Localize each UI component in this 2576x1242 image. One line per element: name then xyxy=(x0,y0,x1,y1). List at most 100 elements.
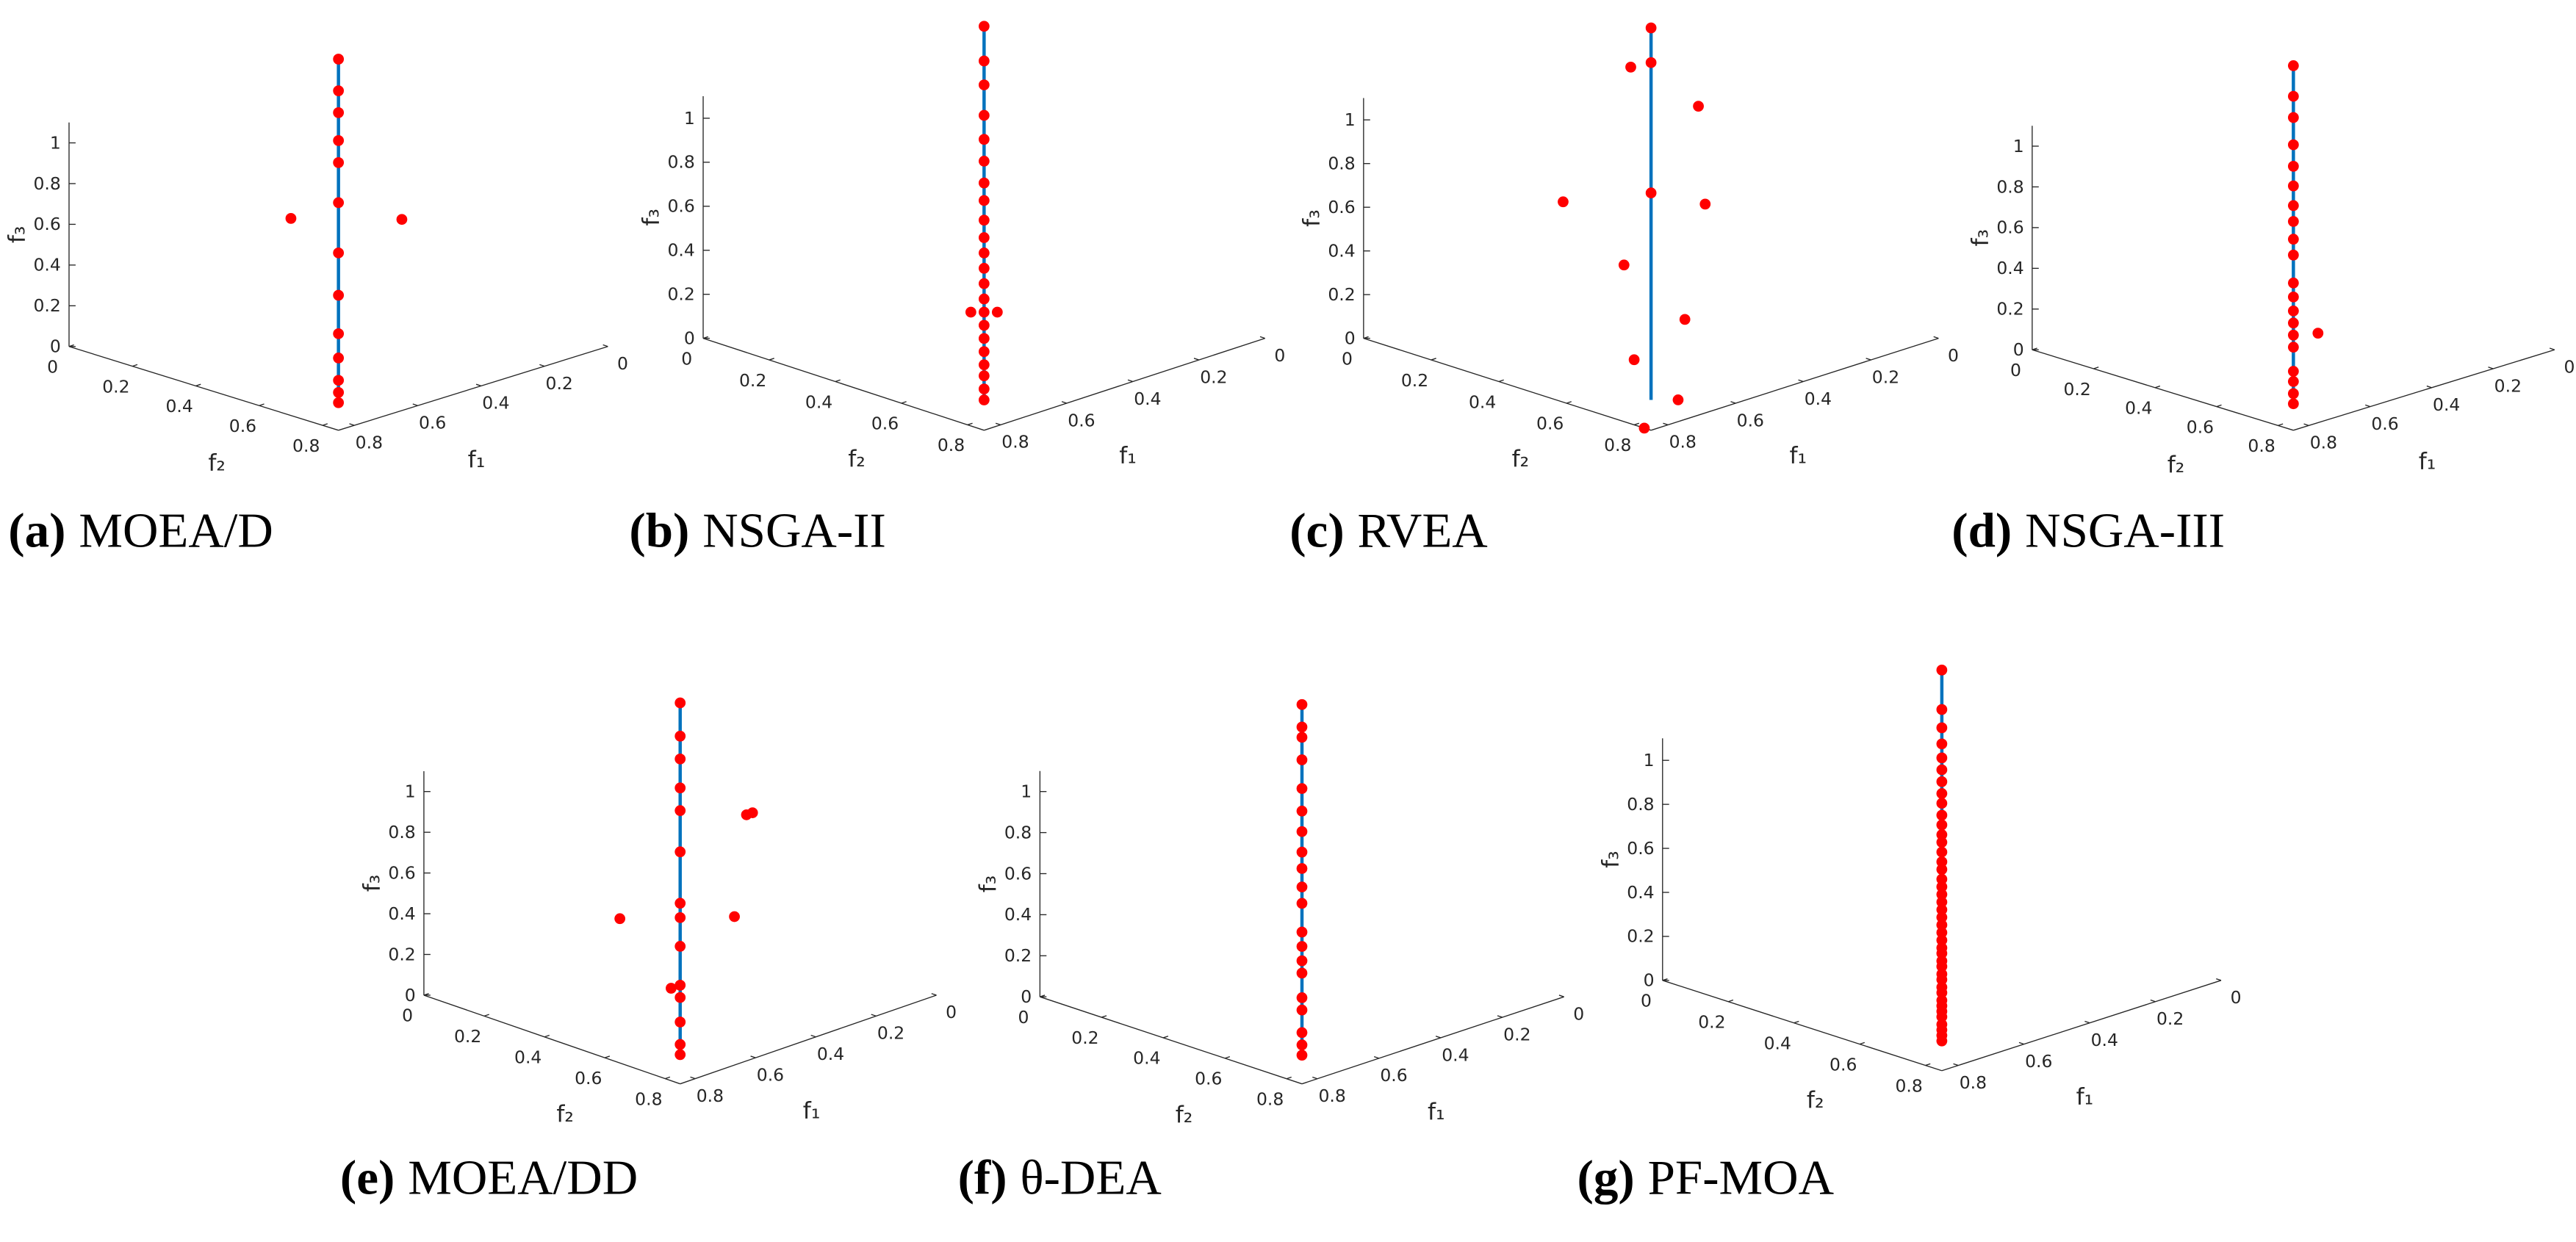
point xyxy=(2287,90,2299,102)
point xyxy=(674,1039,686,1050)
point xyxy=(978,306,990,318)
point xyxy=(333,247,345,259)
x-tick xyxy=(2549,347,2555,350)
point xyxy=(1936,927,1948,939)
point xyxy=(1936,974,1948,986)
point xyxy=(333,197,345,209)
point xyxy=(978,333,990,344)
y-axis-label: f₂ xyxy=(556,1101,574,1127)
point xyxy=(333,397,345,408)
point xyxy=(991,306,1003,318)
point xyxy=(1645,22,1657,34)
z-tick-label: 0.6 xyxy=(1004,863,1032,884)
z-axis-label: f₃ xyxy=(638,209,665,226)
y-tick-label: 0.2 xyxy=(1071,1028,1098,1048)
point xyxy=(1296,826,1308,837)
y-tick xyxy=(1363,336,1369,339)
x-tick xyxy=(1312,1076,1318,1080)
z-tick-label: 1 xyxy=(2013,136,2024,156)
point xyxy=(1296,863,1308,874)
point xyxy=(2287,329,2299,341)
y-tick-label: 0.2 xyxy=(739,370,766,391)
y-tick xyxy=(1498,379,1504,383)
x-tick-label: 0.4 xyxy=(1134,389,1161,409)
point xyxy=(1296,721,1308,733)
point xyxy=(1296,967,1308,979)
point xyxy=(1558,196,1569,208)
x-axis xyxy=(338,346,608,431)
y-tick xyxy=(2216,404,2222,408)
z-tick-label: 0 xyxy=(684,328,695,348)
point xyxy=(1296,941,1308,952)
point xyxy=(2287,60,2299,71)
x-tick-label: 0.2 xyxy=(1200,367,1227,387)
point xyxy=(2287,388,2299,400)
y-tick xyxy=(901,401,907,404)
point xyxy=(1936,722,1948,734)
point xyxy=(978,383,990,394)
z-axis-label: f₃ xyxy=(1597,851,1624,868)
point xyxy=(333,135,345,146)
x-tick xyxy=(1933,336,1939,339)
caption-title: RVEA xyxy=(1358,503,1488,558)
y-axis xyxy=(1363,337,1652,431)
y-tick xyxy=(195,383,201,387)
panel: 0 0.2 0.4 0.6 0.8 1 0 0.2 0.4 0.6 0.8 0 0.2 0.4 0.6 0.8… xyxy=(1577,664,2242,1205)
y-axis xyxy=(423,994,680,1085)
point xyxy=(1936,664,1948,676)
point xyxy=(1936,798,1948,809)
x-axis xyxy=(2293,349,2555,431)
point xyxy=(978,21,990,32)
y-tick xyxy=(1794,1020,1799,1024)
point xyxy=(978,109,990,121)
x-axis xyxy=(984,337,1265,431)
point xyxy=(978,214,990,226)
y-tick xyxy=(132,364,138,367)
x-axis xyxy=(680,994,937,1085)
x-tick xyxy=(1663,422,1669,426)
point xyxy=(2287,342,2299,353)
y-tick xyxy=(1728,999,1734,1003)
caption-title: θ-DEA xyxy=(1020,1149,1161,1205)
point xyxy=(1693,101,1704,112)
y-tick-label: 0.8 xyxy=(2248,436,2275,456)
point xyxy=(333,54,345,65)
panel: 0 0.2 0.4 0.6 0.8 1 0 0.2 0.4 0.6 0.8 0 0.2 0.4 0.6 0.8… xyxy=(629,21,1285,558)
point xyxy=(333,386,345,398)
x-tick-label: 0.8 xyxy=(1960,1072,1987,1093)
x-tick xyxy=(1866,358,1871,361)
x-tick-label: 0.8 xyxy=(1318,1086,1345,1106)
caption-label: (b) xyxy=(629,503,689,558)
z-tick-label: 0.8 xyxy=(1996,176,2023,197)
y-tick xyxy=(544,1034,550,1038)
point xyxy=(1679,314,1691,325)
y-tick xyxy=(2154,385,2161,389)
z-tick-label: 0.2 xyxy=(33,295,60,316)
point xyxy=(978,79,990,90)
x-axis-label: f₁ xyxy=(2419,448,2436,474)
y-tick xyxy=(1859,1041,1866,1045)
point xyxy=(2287,291,2299,303)
x-tick xyxy=(2426,385,2432,389)
point xyxy=(1936,1011,1948,1022)
point xyxy=(674,846,686,858)
y-tick-label: 0.8 xyxy=(635,1088,662,1109)
x-tick-label: 0.8 xyxy=(697,1086,724,1106)
z-tick-label: 0.6 xyxy=(388,862,415,883)
y-tick xyxy=(664,1076,671,1080)
x-tick-label: 0.4 xyxy=(2433,394,2460,415)
point xyxy=(978,156,990,167)
x-tick-label: 0 xyxy=(946,1002,957,1022)
y-tick-label: 0.6 xyxy=(575,1068,602,1088)
caption-title: MOEA/DD xyxy=(408,1149,638,1205)
point xyxy=(1936,904,1948,915)
z-tick-label: 0.8 xyxy=(33,173,60,194)
z-tick-label: 0 xyxy=(1644,970,1655,991)
z-tick-label: 0.8 xyxy=(1627,794,1654,815)
point xyxy=(1618,259,1630,271)
z-tick-label: 0.2 xyxy=(1627,926,1654,947)
y-tick-label: 0.8 xyxy=(1896,1075,1923,1096)
x-tick-label: 0.6 xyxy=(2371,414,2398,434)
x-tick-label: 0.8 xyxy=(356,432,383,452)
